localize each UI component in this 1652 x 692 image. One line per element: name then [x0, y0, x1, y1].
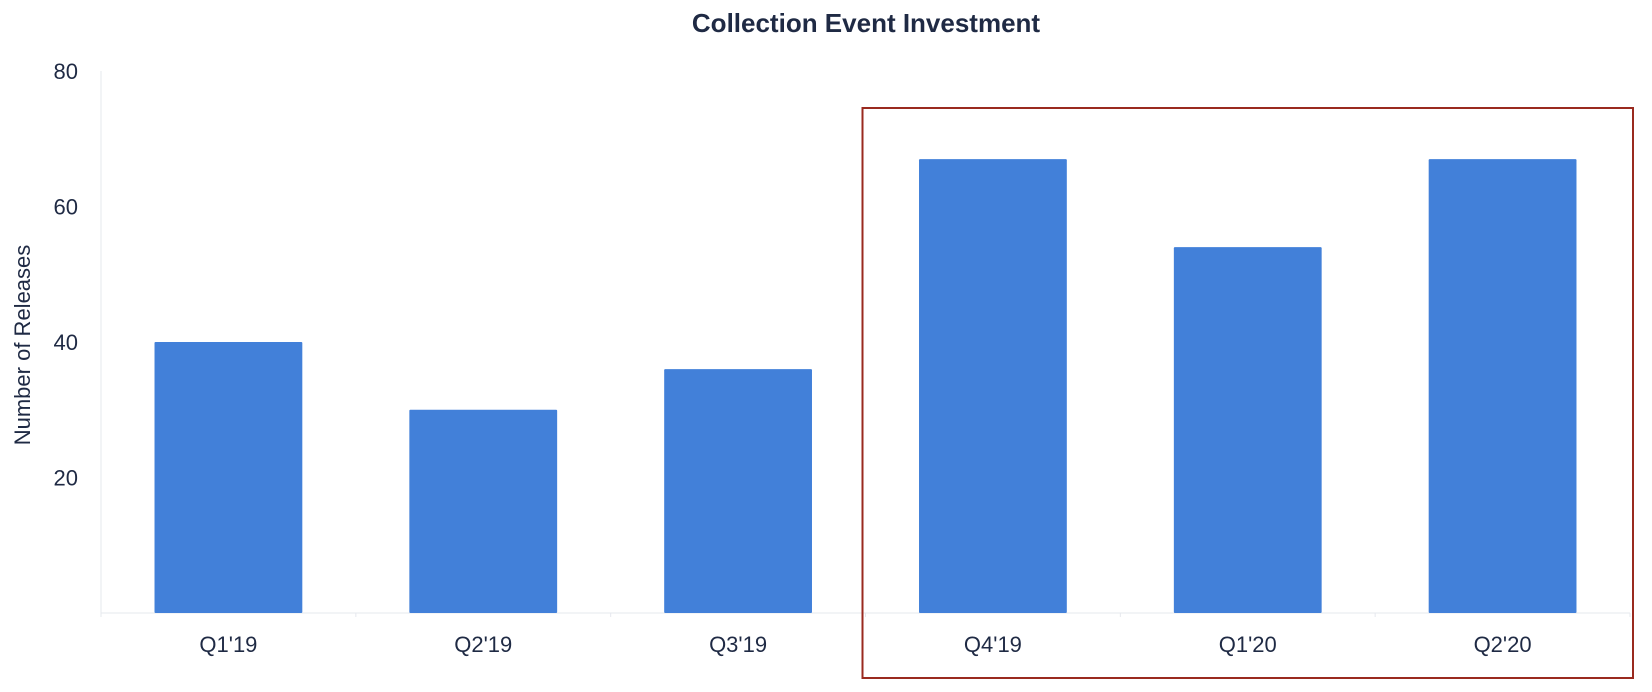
bar [409, 409, 558, 613]
y-tick-label: 40 [54, 330, 78, 355]
chart-title: Collection Event Investment [692, 8, 1041, 38]
highlight-box [861, 107, 1634, 679]
bar [919, 159, 1067, 613]
bar [1428, 159, 1577, 613]
x-tick-label: Q2'20 [1474, 632, 1532, 657]
bar [664, 369, 812, 613]
x-tick-label: Q1'20 [1219, 632, 1277, 657]
bar [154, 342, 303, 613]
x-ticks: Q1'19 Q2'19 Q3'19 Q4'19 Q1'20 Q2'20 [199, 632, 1531, 657]
y-axis-label: Number of Releases [10, 245, 35, 446]
x-tick-label: Q2'19 [454, 632, 512, 657]
y-tick-label: 60 [54, 195, 78, 220]
x-tick-label: Q4'19 [964, 632, 1022, 657]
y-tick-label: 80 [54, 59, 78, 84]
y-ticks: 20 40 60 80 [54, 59, 78, 491]
y-tick-label: 20 [54, 466, 78, 491]
highlight-group [861, 107, 1634, 679]
axes [100, 71, 1631, 617]
bars [154, 159, 1577, 613]
bar [1173, 247, 1322, 613]
x-tick-label: Q3'19 [709, 632, 767, 657]
x-tick-label: Q1'19 [199, 632, 257, 657]
